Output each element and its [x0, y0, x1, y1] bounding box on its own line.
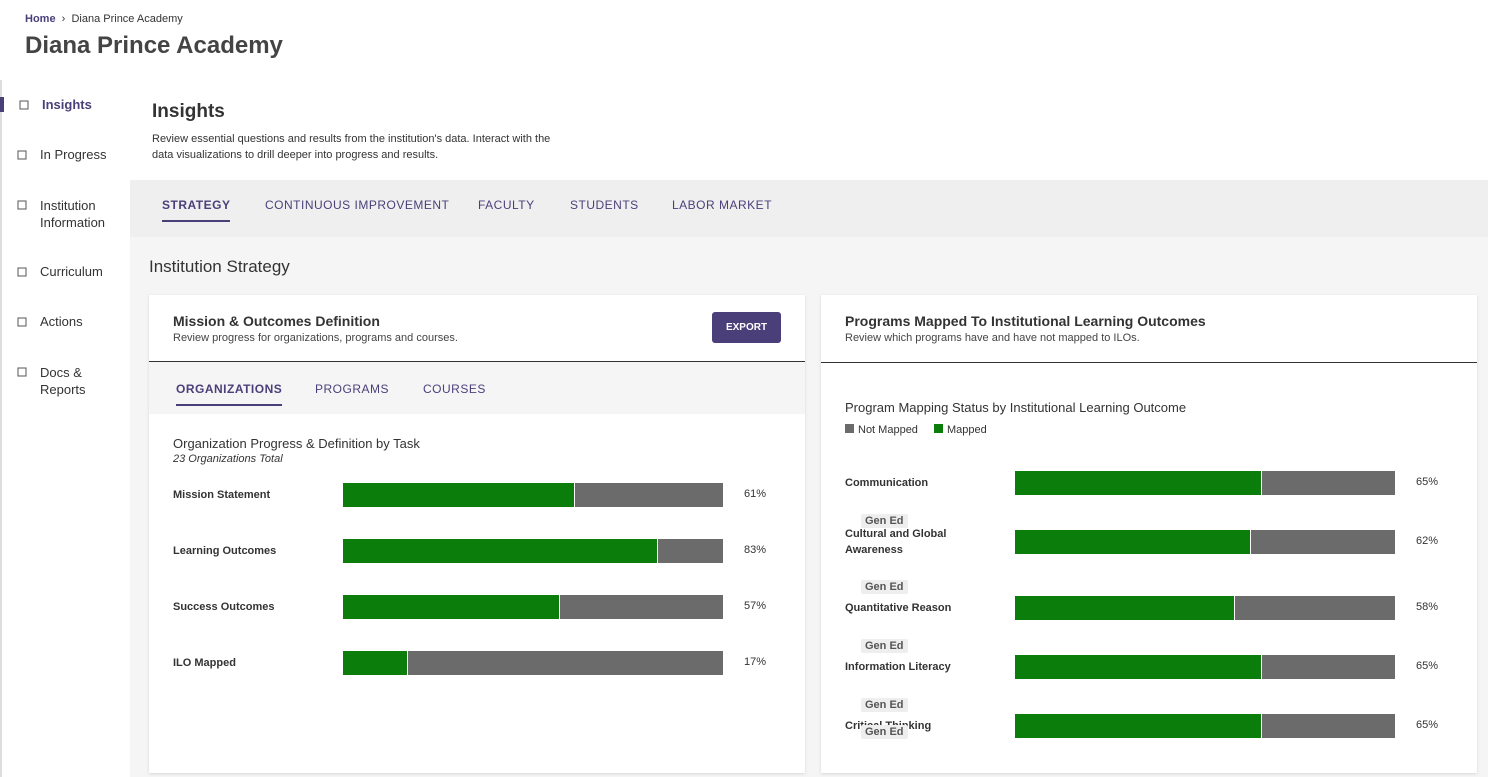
chart-subtitle: 23 Organizations Total — [173, 453, 283, 465]
breadcrumb: Home › Diana Prince Academy — [25, 13, 183, 25]
legend-swatch — [845, 424, 854, 433]
card-title: Mission & Outcomes Definition — [173, 313, 380, 329]
bar — [1015, 471, 1262, 495]
value-label: 65% — [1416, 719, 1439, 731]
legend-label: Not Mapped — [858, 424, 918, 436]
value-label: 17% — [744, 656, 767, 668]
sidebar-item[interactable]: Actions — [2, 314, 132, 329]
divider — [149, 361, 805, 362]
tag: Gen Ed — [861, 514, 908, 528]
legend-swatch — [933, 424, 943, 433]
tab[interactable]: FACULTY — [478, 198, 535, 212]
insights-panel: Insights Review essential questions and … — [130, 80, 1488, 180]
page-description: Review essential questions and results f… — [152, 133, 551, 161]
card-subtitle: Review progress for organizations, progr… — [173, 332, 458, 344]
tab[interactable]: PROGRAMS — [315, 382, 390, 396]
category-label: Communication — [845, 477, 929, 489]
page-title: Insights — [152, 101, 225, 122]
category-label: Quantitative Reason — [845, 602, 952, 614]
export-button[interactable]: EXPORT — [712, 312, 781, 343]
value-label: 83% — [744, 544, 767, 556]
category-label: Information Literacy — [845, 661, 951, 673]
card-title: Programs Mapped To Institutional Learnin… — [845, 313, 1206, 329]
sidebar-item[interactable]: Curriculum — [2, 264, 132, 279]
sidebar-item[interactable]: Institution Information — [2, 197, 122, 231]
tab[interactable]: LABOR MARKET — [672, 198, 773, 212]
sidebar-label: Curriculum — [40, 264, 103, 279]
tag: Gen Ed — [861, 639, 908, 653]
sidebar-label: Actions — [40, 314, 83, 329]
tag: Gen Ed — [861, 698, 908, 712]
main: Insights Review essential questions and … — [130, 80, 1488, 777]
sidebar-item[interactable]: Insights — [0, 97, 130, 112]
category-label: Learning Outcomes — [173, 545, 277, 557]
breadcrumb-current: Diana Prince Academy — [71, 13, 183, 25]
legend: Not Mapped Mapped — [845, 424, 1003, 436]
tab[interactable]: COURSES — [423, 382, 486, 396]
legend-item: Not Mapped — [845, 424, 918, 436]
category-label: ILO Mapped — [173, 657, 236, 669]
tab[interactable]: ORGANIZATIONS — [176, 382, 283, 406]
value-label: 65% — [1416, 660, 1439, 672]
value-label: 58% — [1416, 601, 1439, 613]
bar — [343, 595, 560, 619]
value-label: 57% — [744, 600, 767, 612]
sidebar: Insights In Progress Institution Informati… — [0, 80, 130, 777]
category-label: Cultural and Global Awareness — [845, 528, 947, 556]
divider — [821, 362, 1477, 363]
value-label: 61% — [744, 488, 767, 500]
value-label: 65% — [1416, 476, 1439, 488]
bar — [1015, 714, 1262, 738]
legend-item: Mapped — [933, 424, 987, 436]
bar — [1015, 530, 1251, 554]
bar — [1015, 655, 1262, 679]
chart-title: Organization Progress & Definition by Ta… — [173, 436, 420, 451]
breadcrumb-home[interactable]: Home — [25, 13, 56, 25]
tag: Gen Ed — [861, 725, 908, 739]
sidebar-label: Docs & Reports — [40, 365, 86, 397]
chart-title: Program Mapping Status by Institutional … — [845, 400, 1187, 415]
legend-label: Mapped — [946, 424, 987, 436]
card-subtitle: Review which programs have and have not … — [845, 332, 1140, 344]
sidebar-label: Insights — [42, 97, 92, 112]
programs-card: Programs Mapped To Institutional Learnin… — [821, 295, 1477, 773]
header-title: Diana Prince Academy — [25, 32, 283, 59]
section-title: Institution Strategy — [149, 257, 290, 276]
sidebar-item[interactable]: In Progress — [2, 147, 132, 162]
bar — [343, 483, 575, 507]
bar — [343, 539, 659, 563]
sidebar-label: In Progress — [40, 147, 107, 162]
tab[interactable]: STRATEGY — [162, 198, 231, 222]
tab[interactable]: CONTINUOUS IMPROVEMENT — [265, 198, 450, 212]
sidebar-label: Institution Information — [40, 198, 106, 230]
bar — [343, 651, 408, 675]
mission-card: Mission & Outcomes Definition Review pro… — [149, 295, 805, 773]
tag: Gen Ed — [861, 580, 908, 594]
sidebar-item[interactable]: Docs & Reports — [2, 364, 122, 398]
sub-tab-bar: ORGANIZATIONS PROGRAMS COURSES — [149, 362, 805, 414]
tab[interactable]: STUDENTS — [570, 198, 639, 212]
value-label: 62% — [1416, 535, 1439, 547]
bar — [1015, 596, 1236, 620]
tab-bar: STRATEGY CONTINUOUS IMPROVEMENT FACULTY STU… — [130, 180, 1488, 237]
category-label: Mission Statement — [173, 489, 271, 501]
category-label: Success Outcomes — [173, 601, 275, 613]
